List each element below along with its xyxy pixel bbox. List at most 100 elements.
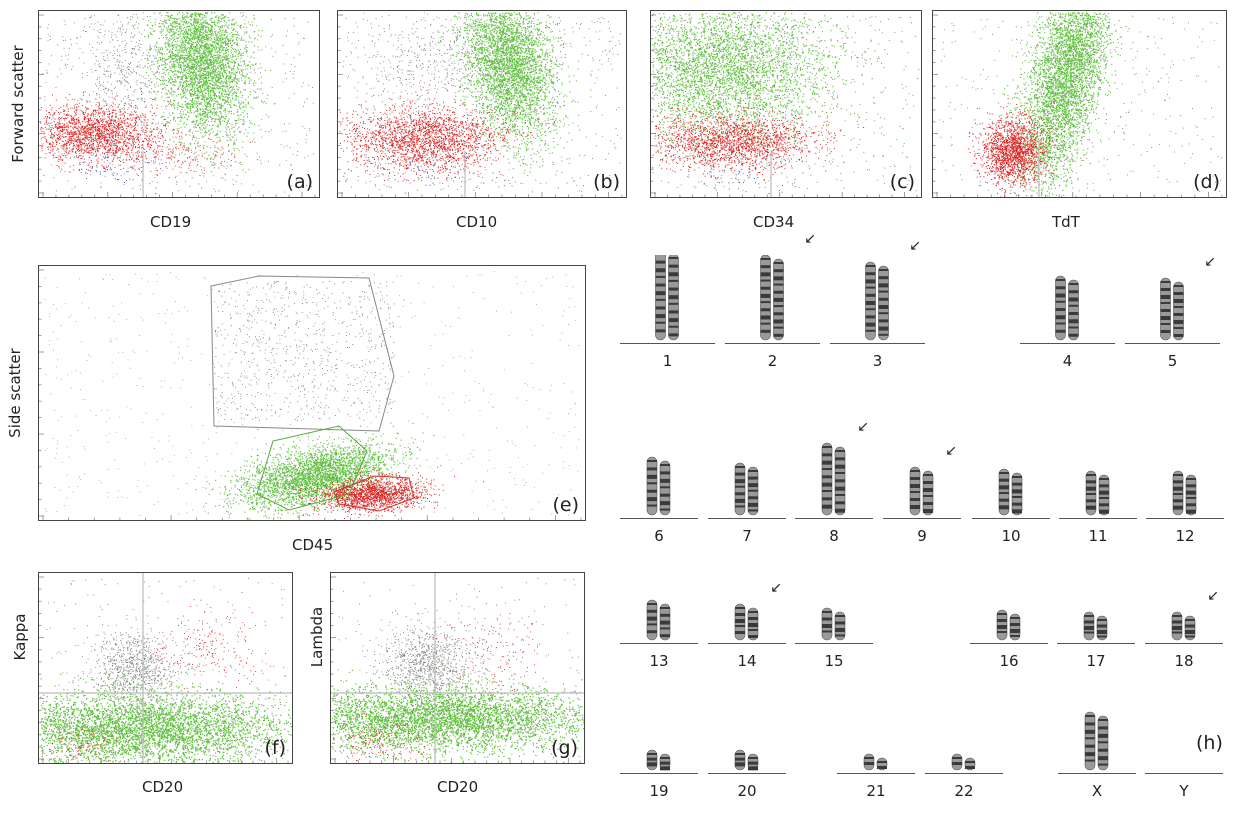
- axis-ticks: [39, 14, 316, 197]
- cell-population: [979, 12, 1130, 197]
- cell-population: [968, 96, 1083, 197]
- chromosome-baseline: [620, 343, 715, 344]
- cell-population: [332, 709, 447, 761]
- chromosome-pair-21: 21: [837, 690, 915, 800]
- chromosome-pair-15: 15: [795, 555, 873, 670]
- scatter-d: [933, 12, 1223, 197]
- chromosome-image: [734, 603, 759, 641]
- chromosome-number: 12: [1146, 527, 1224, 545]
- axis-ticks: [39, 576, 289, 763]
- cell-population: [359, 611, 500, 741]
- karyotype-panel: 1 2 ↙ 3 ↙ 4 5 ↙ 6 7 8 ↙ 9 ↙ 10 11 12 13 14 ↙ 15 16 17 18 ↙ 19 20 21…: [615, 231, 1240, 800]
- panel-label-c: (c): [890, 171, 915, 193]
- chromosome-pair-12: 12: [1146, 420, 1224, 545]
- chromosome-baseline: [708, 518, 786, 519]
- chromosome-image: [646, 599, 671, 641]
- panel-e: (e): [38, 265, 586, 521]
- chromosome-image: [1172, 470, 1197, 516]
- chromosome-baseline: [1145, 643, 1223, 644]
- abnormality-arrow-icon: ↙: [1207, 588, 1219, 604]
- panel-label-g: (g): [551, 737, 578, 759]
- chromosome-image: [996, 609, 1021, 641]
- chromosome-pair-5: 5 ↙: [1125, 254, 1220, 370]
- scatter-a: [39, 12, 316, 197]
- chromosome-number: 18: [1145, 652, 1223, 670]
- cell-population: [97, 138, 251, 177]
- background-events: [44, 578, 288, 759]
- panel-g: (g): [330, 572, 585, 764]
- chromosome-number: 7: [708, 527, 786, 545]
- scatter-b: [338, 12, 623, 197]
- scatter-c: [651, 12, 920, 197]
- chromosome-image: [821, 607, 846, 641]
- panel-label-b: (b): [593, 171, 620, 193]
- ylabel-e: Side scatter: [6, 343, 24, 443]
- chromosome-baseline: [972, 518, 1050, 519]
- cell-population: [436, 596, 540, 707]
- chromosome-pair-y: Y: [1145, 690, 1223, 800]
- cell-population: [40, 91, 210, 194]
- xlabel-f: CD20: [142, 778, 183, 796]
- chromosome-baseline: [708, 643, 786, 644]
- chromosome-baseline: [1020, 343, 1115, 344]
- chromosome-number: 6: [620, 527, 698, 545]
- panel-d: (d): [932, 10, 1227, 198]
- background-events: [656, 16, 917, 192]
- background-events: [44, 271, 580, 516]
- chromosome-image: [1084, 711, 1109, 771]
- chromosome-number: X: [1058, 782, 1136, 800]
- chromosome-pair-20: 20: [708, 690, 786, 800]
- chromosome-pair-8: 8 ↙: [795, 419, 873, 545]
- chromosome-pair-x: X: [1058, 690, 1136, 800]
- abnormality-arrow-icon: ↙: [1204, 254, 1216, 270]
- chromosome-pair-10: 10: [972, 420, 1050, 545]
- chromosome-baseline: [725, 343, 820, 344]
- cell-population: [156, 592, 271, 713]
- gate-lymphocytes: [256, 425, 368, 511]
- chromosome-pair-22: 22: [925, 690, 1003, 800]
- chromosome-pair-17: 17: [1057, 555, 1135, 670]
- chromosome-number: 16: [970, 652, 1048, 670]
- chromosome-image: [646, 749, 671, 771]
- gate-abnormal: [333, 475, 415, 512]
- chromosome-number: 9: [883, 527, 961, 545]
- cell-population: [42, 12, 214, 166]
- chromosome-image: [909, 466, 934, 516]
- chromosome-image: [865, 261, 889, 341]
- chromosome-number: 14: [708, 652, 786, 670]
- chromosome-baseline: [795, 518, 873, 519]
- cell-population: [339, 89, 550, 184]
- chromosome-number: 20: [708, 782, 786, 800]
- cell-population: [652, 97, 904, 193]
- chromosome-image: [734, 462, 759, 516]
- chromosome-baseline: [1145, 773, 1223, 774]
- chromosome-image: [646, 456, 671, 516]
- gate-blasts: [210, 275, 395, 432]
- axis-ticks: [933, 14, 1223, 197]
- cell-population: [186, 422, 442, 520]
- cell-population: [652, 12, 920, 183]
- chromosome-image: [1083, 611, 1108, 641]
- axis-ticks: [338, 14, 623, 197]
- chromosome-number: 11: [1059, 527, 1137, 545]
- chromosome-baseline: [883, 518, 961, 519]
- chromosome-baseline: [1059, 518, 1137, 519]
- cell-population: [53, 156, 178, 189]
- chromosome-baseline: [1146, 518, 1224, 519]
- chromosome-image: [655, 255, 679, 341]
- chromosome-number: 21: [837, 782, 915, 800]
- chromosome-number: 17: [1057, 652, 1135, 670]
- chromosome-baseline: [795, 643, 873, 644]
- chromosome-pair-18: 18 ↙: [1145, 555, 1223, 670]
- cell-population: [40, 667, 292, 763]
- cell-population: [332, 663, 584, 763]
- ylabel-f: Kappa: [11, 607, 29, 667]
- scatter-g: [331, 573, 584, 763]
- cell-population: [41, 713, 130, 761]
- ylabel-g: Lambda: [308, 602, 326, 672]
- chromosome-number: 2: [725, 352, 820, 370]
- chromosome-image: [821, 442, 846, 516]
- chromosome-image: [951, 753, 976, 771]
- abnormality-arrow-icon: ↙: [909, 238, 921, 254]
- chromosome-baseline: [708, 773, 786, 774]
